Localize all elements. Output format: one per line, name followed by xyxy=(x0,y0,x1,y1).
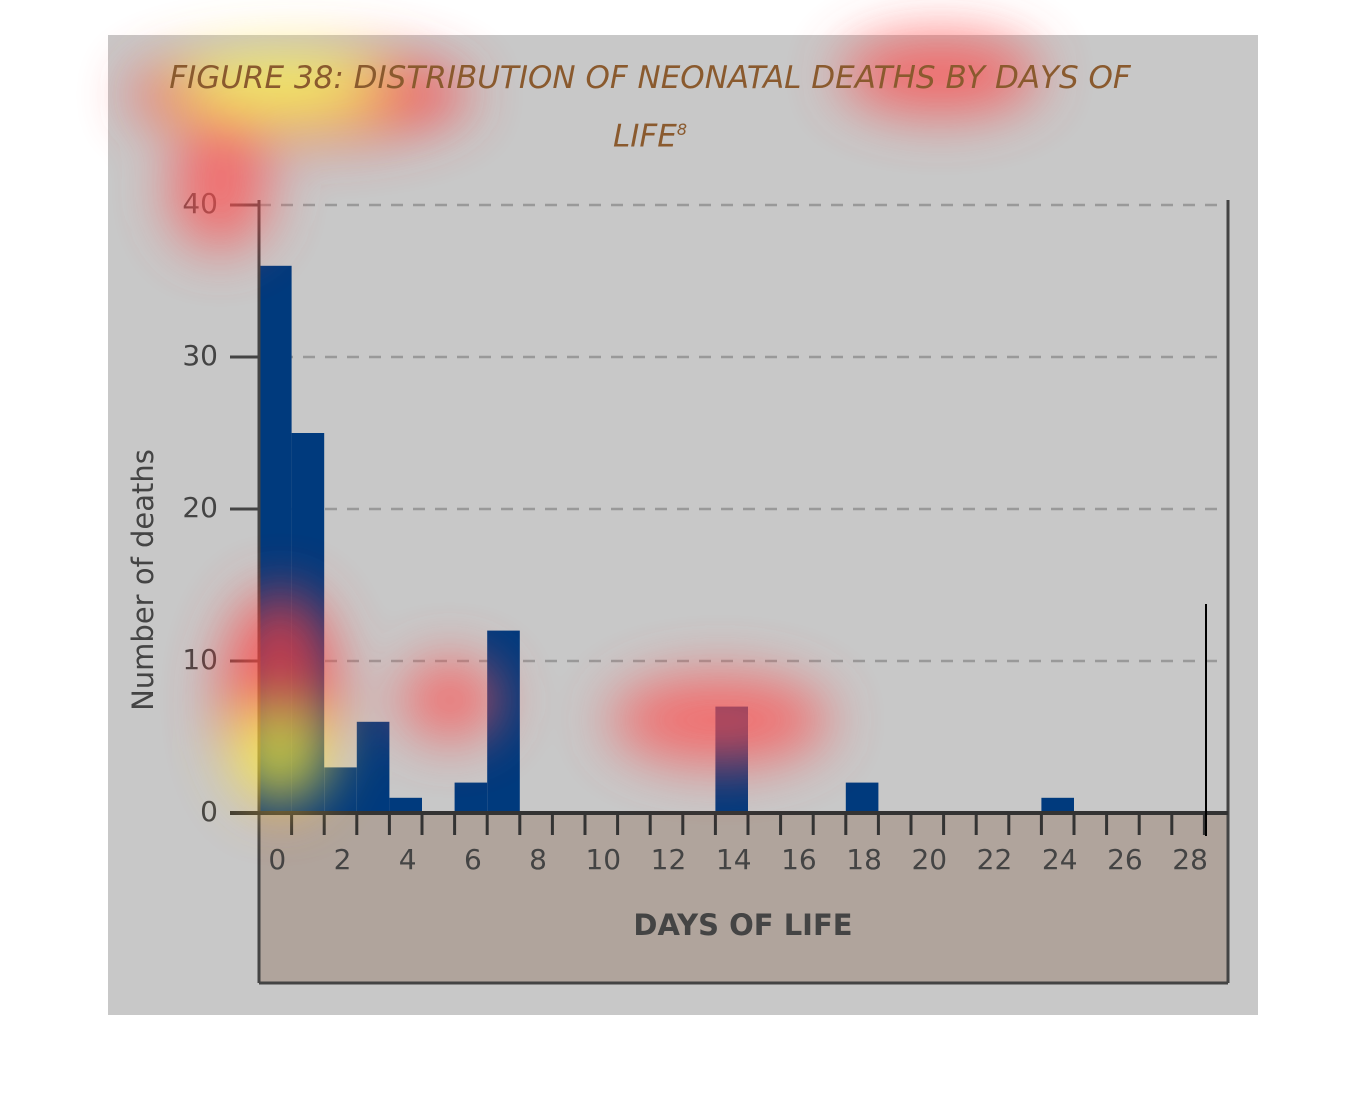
x-tick-label: 18 xyxy=(846,843,882,876)
x-tick-label: 16 xyxy=(781,843,817,876)
x-axis-band xyxy=(259,813,1228,983)
x-tick-label: 10 xyxy=(585,843,621,876)
x-tick-label: 28 xyxy=(1172,843,1208,876)
x-tick-label: 26 xyxy=(1107,843,1143,876)
x-tick-label: 22 xyxy=(977,843,1013,876)
heatmap xyxy=(130,35,1040,810)
bar xyxy=(454,782,488,813)
x-tick-label: 0 xyxy=(268,843,286,876)
chart-title: FIGURE 38: DISTRIBUTION OF NEONATAL DEAT… xyxy=(169,60,1131,155)
y-tick-label: 20 xyxy=(182,491,218,524)
x-tick-label: 2 xyxy=(334,843,352,876)
y-tick-label: 0 xyxy=(200,795,218,828)
chart-title-block: FIGURE 38: DISTRIBUTION OF NEONATAL DEAT… xyxy=(140,52,1160,162)
y-tick-label: 30 xyxy=(182,339,218,372)
bar xyxy=(324,767,357,813)
bar xyxy=(1041,797,1074,813)
bar xyxy=(487,630,520,813)
x-tick-label: 12 xyxy=(651,843,687,876)
x-axis-label: DAYS OF LIFE xyxy=(633,908,852,942)
y-axis-label: Number of deaths xyxy=(126,449,160,711)
y-tick-label: 10 xyxy=(182,643,218,676)
x-tick-label: 24 xyxy=(1042,843,1078,876)
x-tick-label: 20 xyxy=(911,843,947,876)
bar xyxy=(845,782,879,813)
title-note: 8 xyxy=(676,120,688,139)
x-tick-label: 4 xyxy=(399,843,417,876)
x-tick-label: 6 xyxy=(464,843,482,876)
bar xyxy=(389,797,422,813)
x-tick-label: 8 xyxy=(529,843,547,876)
bar xyxy=(356,721,390,813)
x-tick-label: 14 xyxy=(716,843,752,876)
